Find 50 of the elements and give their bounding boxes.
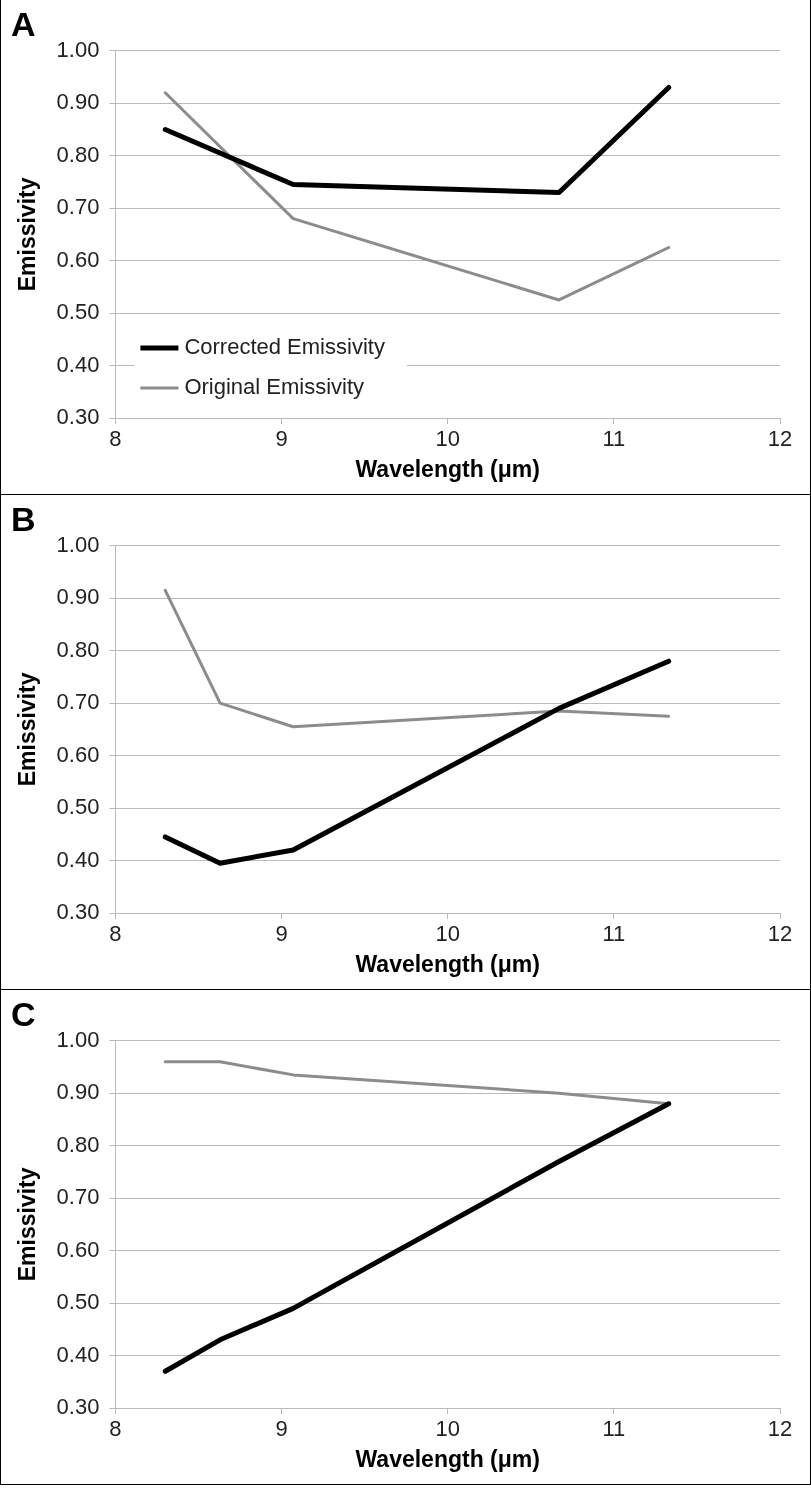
y-tick-label: 0.80 [56, 1131, 100, 1157]
x-tick-label: 12 [767, 921, 793, 947]
y-axis-title: Emissivity [14, 177, 41, 292]
y-tick-label: 0.60 [56, 741, 100, 767]
y-tick-label: 0.90 [56, 584, 100, 610]
y-tick-label: 0.50 [56, 1289, 100, 1315]
y-tick-label: 0.30 [56, 899, 100, 925]
x-tick-label: 9 [275, 1416, 288, 1442]
x-tick-label: 10 [435, 1416, 460, 1442]
y-tick-label: 1.00 [56, 36, 100, 62]
y-tick-label: 0.40 [56, 351, 100, 377]
x-tick-label: 11 [602, 1416, 626, 1442]
y-tick-label: 0.70 [56, 1184, 100, 1210]
x-axis-title: Wavelength (μm) [355, 950, 540, 977]
legend-label: Corrected Emissivity [184, 334, 385, 360]
x-tick-label: 12 [767, 426, 793, 452]
x-tick-label: 8 [109, 921, 122, 947]
y-tick-label: 0.80 [56, 636, 100, 662]
y-tick-label: 0.70 [56, 689, 100, 715]
y-tick-label: 1.00 [56, 531, 100, 557]
y-tick-label: 0.90 [56, 89, 100, 115]
y-tick-label: 0.60 [56, 1236, 100, 1262]
x-tick-label: 8 [109, 1416, 122, 1442]
y-tick-label: 0.30 [56, 404, 100, 430]
x-tick-label: 8 [109, 426, 122, 452]
y-tick-label: 0.60 [56, 246, 100, 272]
y-tick-label: 1.00 [56, 1026, 100, 1052]
y-tick-label: 0.90 [56, 1079, 100, 1105]
x-tick-label: 11 [602, 921, 626, 947]
y-axis-title: Emissivity [14, 1167, 41, 1282]
y-axis-title: Emissivity [14, 672, 41, 787]
x-tick-label: 11 [602, 426, 626, 452]
legend-label: Original Emissivity [184, 374, 365, 400]
y-tick-label: 0.40 [56, 1341, 100, 1367]
y-tick-label: 0.70 [56, 194, 100, 220]
x-axis-title: Wavelength (μm) [355, 455, 540, 482]
chart-title: C [11, 994, 36, 1033]
x-axis-title: Wavelength (μm) [355, 1445, 540, 1472]
y-tick-label: 0.30 [56, 1394, 100, 1420]
x-tick-label: 9 [275, 426, 288, 452]
y-tick-label: 0.40 [56, 846, 100, 872]
x-tick-label: 9 [275, 921, 288, 947]
y-tick-label: 0.80 [56, 141, 100, 167]
chart-title: A [11, 4, 36, 43]
x-tick-label: 10 [435, 921, 460, 947]
x-tick-label: 10 [435, 426, 460, 452]
y-tick-label: 0.50 [56, 794, 100, 820]
chart-title: B [11, 499, 36, 538]
x-tick-label: 12 [767, 1416, 793, 1442]
y-tick-label: 0.50 [56, 299, 100, 325]
